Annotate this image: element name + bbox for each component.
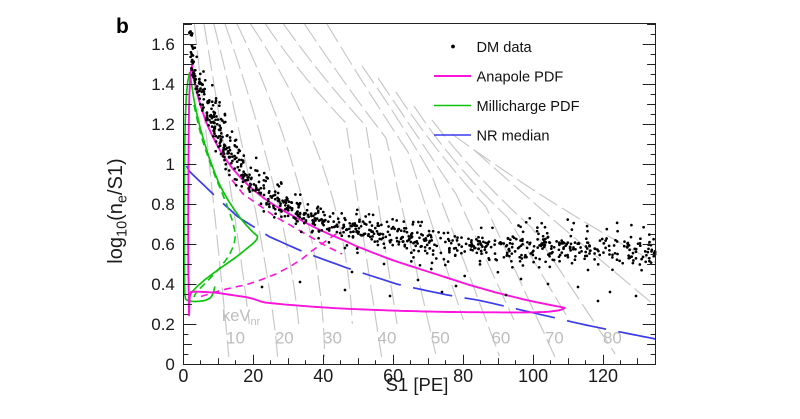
svg-text:80: 80 <box>603 329 622 348</box>
svg-text:50: 50 <box>431 329 450 348</box>
svg-text:b: b <box>116 15 129 38</box>
svg-text:20: 20 <box>275 329 294 348</box>
svg-text:0: 0 <box>165 355 174 374</box>
svg-text:log10(ne/S1): log10(ne/S1) <box>105 158 131 263</box>
svg-text:80: 80 <box>453 366 473 386</box>
svg-text:Anapole PDF: Anapole PDF <box>477 70 564 86</box>
svg-text:10: 10 <box>226 329 245 348</box>
svg-text:60: 60 <box>491 329 510 348</box>
svg-text:30: 30 <box>323 329 342 348</box>
svg-text:0.6: 0.6 <box>151 235 175 254</box>
svg-text:1: 1 <box>165 155 174 174</box>
svg-text:S1 [PE]: S1 [PE] <box>386 374 449 395</box>
svg-text:DM data: DM data <box>477 40 533 56</box>
svg-text:40: 40 <box>313 366 333 386</box>
svg-text:1.6: 1.6 <box>151 35 175 54</box>
svg-text:0.4: 0.4 <box>151 275 175 294</box>
svg-text:20: 20 <box>243 366 263 386</box>
svg-text:0: 0 <box>178 366 188 386</box>
svg-text:1.4: 1.4 <box>151 75 175 94</box>
svg-text:0.2: 0.2 <box>151 315 175 334</box>
svg-text:Millicharge PDF: Millicharge PDF <box>477 99 580 115</box>
svg-text:120: 120 <box>588 366 618 386</box>
svg-text:100: 100 <box>518 366 548 386</box>
svg-text:1.2: 1.2 <box>151 115 175 134</box>
svg-text:NR median: NR median <box>477 129 550 145</box>
svg-text:0.8: 0.8 <box>151 195 175 214</box>
svg-text:70: 70 <box>545 329 564 348</box>
svg-text:60: 60 <box>383 366 403 386</box>
svg-text:40: 40 <box>378 329 397 348</box>
